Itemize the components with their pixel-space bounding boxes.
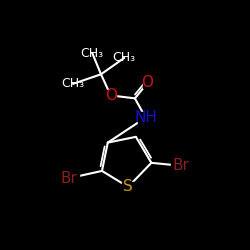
Text: CH₃: CH₃ bbox=[113, 52, 136, 64]
Text: CH₃: CH₃ bbox=[81, 46, 104, 60]
Text: Br: Br bbox=[60, 171, 78, 186]
Text: O: O bbox=[142, 76, 154, 90]
Bar bbox=[143, 78, 152, 88]
Bar bbox=[106, 90, 116, 101]
Text: Br: Br bbox=[172, 158, 189, 173]
Bar bbox=[138, 112, 153, 123]
Text: NH: NH bbox=[134, 110, 157, 125]
Text: O: O bbox=[105, 88, 117, 103]
Bar bbox=[122, 182, 134, 192]
Text: S: S bbox=[123, 180, 133, 194]
Text: CH₃: CH₃ bbox=[61, 78, 84, 90]
Bar bbox=[171, 160, 190, 171]
Bar bbox=[59, 173, 79, 184]
